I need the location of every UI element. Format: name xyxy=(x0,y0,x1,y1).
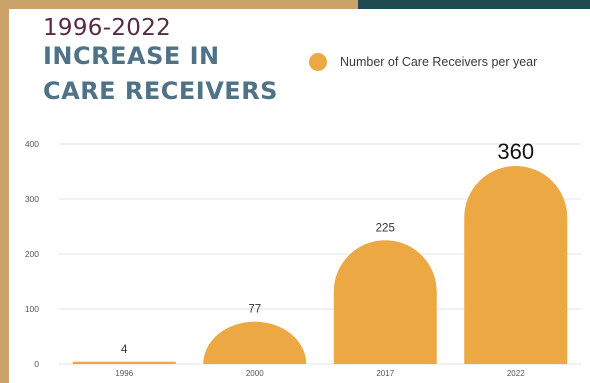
data-label: 4 xyxy=(121,344,128,356)
bar-2022 xyxy=(464,166,568,364)
x-tick-label: 2000 xyxy=(246,369,264,378)
x-tick-label: 1996 xyxy=(115,369,133,378)
y-tick-label: 200 xyxy=(25,249,39,259)
bar-1996 xyxy=(72,361,176,364)
bar-2017 xyxy=(333,240,437,364)
headline-line-1: INCREASE IN xyxy=(43,42,220,70)
data-label: 360 xyxy=(497,139,534,164)
x-tick-label: 2022 xyxy=(507,369,525,378)
y-tick-label: 100 xyxy=(25,304,39,314)
bar-chart: 0 100 200 300 400 4 1996 77 2000 225 2017 360 2022 xyxy=(25,139,581,378)
y-tick-label: 300 xyxy=(25,194,39,204)
y-tick-label: 0 xyxy=(34,359,39,369)
y-tick-label: 400 xyxy=(25,139,39,149)
data-label: 77 xyxy=(248,304,261,316)
legend-swatch xyxy=(309,53,327,71)
top-accent-bar xyxy=(358,0,590,9)
years-title: 1996-2022 xyxy=(43,15,172,41)
x-tick-label: 2017 xyxy=(376,369,394,378)
legend: Number of Care Receivers per year xyxy=(309,53,537,71)
chart-card: 1996-2022 INCREASE IN CARE RECEIVERS Num… xyxy=(9,9,590,383)
legend-label: Number of Care Receivers per year xyxy=(340,55,538,69)
headline-line-2: CARE RECEIVERS xyxy=(43,77,278,105)
data-label: 225 xyxy=(376,222,395,234)
bar-2000 xyxy=(203,321,307,364)
